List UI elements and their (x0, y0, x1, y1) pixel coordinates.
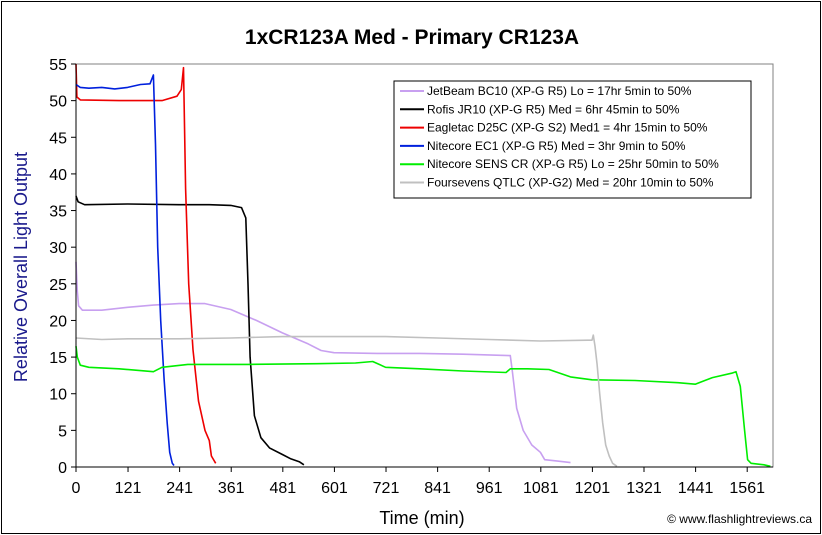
legend-box (393, 80, 752, 199)
y-tick-label: 35 (49, 204, 67, 221)
x-axis-label: Time (min) (379, 508, 464, 528)
series-line-6 (75, 334, 618, 467)
y-axis-label: Relative Overall Light Output (11, 152, 31, 382)
x-tick-label: 1081 (523, 480, 559, 497)
y-tick-label: 5 (58, 423, 67, 440)
legend: JetBeam BC10 (XP-G R5) Lo = 17hr 5min to… (393, 80, 752, 199)
x-tick-label: 601 (321, 480, 348, 497)
legend-entry: Foursevens QTLC (XP-G2) Med = 20hr 10min… (427, 176, 714, 190)
x-tick-label: 841 (424, 480, 451, 497)
series-layer (75, 63, 771, 468)
y-tick-label: 40 (49, 167, 67, 184)
x-tick-label: 0 (72, 480, 81, 497)
legend-entry: Rofis JR10 (XP-G R5) Med = 6hr 45min to … (427, 102, 680, 116)
series-line-4 (75, 74, 175, 466)
x-tick-label: 121 (115, 480, 142, 497)
y-tick-label: 10 (49, 387, 67, 404)
legend-entry: JetBeam BC10 (XP-G R5) Lo = 17hr 5min to… (427, 84, 692, 98)
y-tick-label: 30 (49, 240, 67, 257)
x-tick-label: 481 (269, 480, 296, 497)
series-line-5 (75, 346, 771, 468)
chart-title: 1xCR123A Med - Primary CR123A (245, 26, 579, 49)
y-tick-label: 55 (49, 57, 67, 74)
x-tick-label: 1201 (575, 480, 611, 497)
y-tick-label: 20 (49, 313, 67, 330)
y-tick-label: 15 (49, 350, 67, 367)
series-line-3 (75, 63, 217, 464)
legend-entry: Nitecore EC1 (XP-G R5) Med = 3hr 9min to… (427, 139, 686, 153)
axes-layer: 0 121 241 361 481 601 721 841 961 1081 1201 1321 144… (49, 57, 773, 497)
y-tick-label: 25 (49, 277, 67, 294)
series-line-2 (75, 195, 305, 466)
x-tick-label: 361 (218, 480, 245, 497)
legend-entry: Nitecore SENS CR (XP-G R5) Lo = 25hr 50m… (427, 157, 719, 171)
credit-text: © www.flashlightreviews.ca (667, 512, 812, 526)
y-tick-label: 45 (49, 130, 67, 147)
x-tick-label: 721 (373, 480, 400, 497)
x-tick-label: 1561 (729, 480, 765, 497)
x-tick-label: 961 (476, 480, 503, 497)
y-tick-label: 0 (58, 460, 67, 477)
legend-entry: Eagletac D25C (XP-G S2) Med1 = 4hr 15min… (427, 121, 708, 135)
x-tick-label: 1321 (626, 480, 662, 497)
x-tick-label: 241 (166, 480, 193, 497)
x-tick-label: 1441 (678, 480, 714, 497)
y-tick-label: 50 (49, 94, 67, 111)
series-line-1 (75, 261, 571, 464)
